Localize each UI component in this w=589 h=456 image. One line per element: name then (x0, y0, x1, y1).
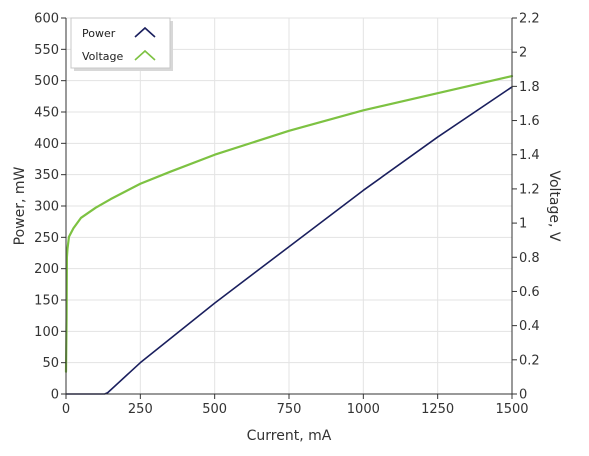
y-tick-label-right: 2 (519, 46, 527, 61)
x-tick-label: 1250 (421, 402, 454, 417)
series-line-voltage (64, 75, 514, 373)
x-tick-label: 1500 (495, 402, 528, 417)
y-tick-label-right: 1 (519, 217, 527, 232)
y-tick-label-left: 250 (34, 231, 59, 246)
x-tick-label: 1000 (347, 402, 380, 417)
y-tick-label-left: 450 (34, 106, 59, 121)
y-tick-label-left: 550 (34, 43, 59, 58)
y-tick-label-right: 1.4 (519, 148, 540, 163)
y-tick-label-left: 100 (34, 325, 59, 340)
legend-line-icon (134, 26, 156, 38)
ticks: 0 250 500 750 1000 1250 1500050100150200250300… (34, 12, 540, 418)
x-axis-label: Current, mA (247, 428, 332, 444)
y-tick-label-left: 350 (34, 168, 59, 183)
y-tick-label-right: 0.2 (519, 353, 540, 368)
y-tick-label-left: 600 (34, 12, 59, 27)
legend-entry-power: Power (82, 27, 116, 40)
y-tick-label-right: 2.2 (519, 12, 540, 27)
y-tick-label-left: 300 (34, 200, 59, 215)
legend-line-icon (134, 49, 156, 61)
y-tick-label-right: 1.8 (519, 80, 540, 95)
y-tick-label-right: 0.6 (519, 285, 540, 300)
y-tick-label-left: 200 (34, 262, 59, 277)
y-tick-label-left: 150 (34, 294, 59, 309)
y-tick-label-right: 1.6 (519, 114, 540, 129)
y-tick-label-left: 0 (51, 388, 59, 403)
y-axis-left-label: Power, mW (12, 166, 28, 245)
y-tick-label-right: 1.2 (519, 182, 540, 197)
y-tick-label-left: 50 (42, 356, 59, 371)
x-tick-label: 750 (277, 402, 302, 417)
legend: Power Voltage (70, 17, 173, 71)
y-tick-label-right: 0.8 (519, 251, 540, 266)
x-tick-label: 0 (62, 402, 70, 417)
y-tick-label-right: 0 (519, 388, 527, 403)
legend-entry-voltage: Voltage (82, 50, 123, 63)
y-axis-right-label: Voltage, V (546, 171, 562, 242)
y-tick-label-right: 0.4 (519, 319, 540, 334)
grid (66, 17, 513, 394)
x-tick-label: 250 (128, 402, 153, 417)
y-tick-label-left: 400 (34, 137, 59, 152)
x-tick-label: 500 (202, 402, 227, 417)
y-tick-label-left: 500 (34, 74, 59, 89)
